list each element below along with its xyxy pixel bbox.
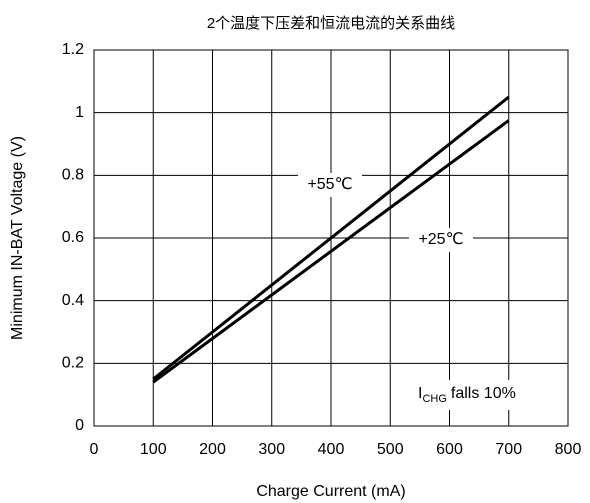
- note-text: I: [418, 385, 422, 402]
- note-background: [412, 380, 562, 410]
- x-tick-label: 200: [199, 441, 226, 458]
- x-axis-label: Charge Current (mA): [256, 483, 405, 500]
- y-axis-label: Minimum IN-BAT Voltage (V): [9, 136, 26, 340]
- x-tick-label: 400: [318, 441, 345, 458]
- line-series: [152, 119, 510, 384]
- x-tick-label: 800: [555, 441, 582, 458]
- series-label: +55℃: [307, 176, 352, 193]
- y-tick-label: 0.6: [62, 229, 84, 246]
- x-tick-label: 300: [258, 441, 285, 458]
- y-tick-label: 1: [75, 104, 84, 121]
- x-tick-label: 600: [436, 441, 463, 458]
- plot-border: [93, 49, 569, 427]
- label-background: [298, 173, 362, 197]
- x-tick-label: 500: [377, 441, 404, 458]
- note-suffix: falls 10%: [451, 385, 516, 402]
- chart-title: 2个温度下压差和恒流电流的关系曲线: [207, 15, 455, 32]
- label-background: [409, 228, 473, 252]
- series-label: +25℃: [418, 231, 463, 248]
- x-tick-label: 100: [140, 441, 167, 458]
- line-series: [152, 95, 510, 381]
- y-tick-label: 1.2: [62, 41, 84, 58]
- y-tick-label: 0.4: [62, 292, 84, 309]
- y-tick-label: 0: [75, 417, 84, 434]
- y-tick-label: 0.8: [62, 167, 84, 184]
- x-tick-label: 0: [90, 441, 99, 458]
- y-tick-label: 0.2: [62, 355, 84, 372]
- note: ICHG falls 10%: [418, 385, 516, 405]
- note-subscript: CHG: [422, 393, 446, 405]
- x-tick-label: 700: [495, 441, 522, 458]
